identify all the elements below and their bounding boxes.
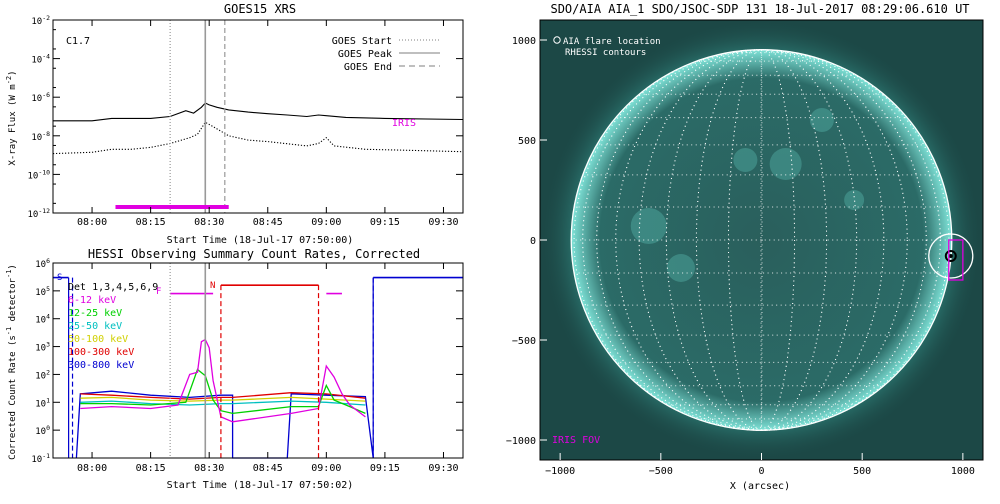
hessi-ytick-label: 104: [35, 313, 50, 326]
hessi-ytick-label: 100: [35, 424, 50, 437]
aia-rhessi-contour: [944, 250, 957, 262]
hessi-flag-label: F: [156, 287, 161, 297]
hessi-series-25-50-keV: [80, 400, 366, 406]
aia-bright-region: [630, 208, 667, 244]
goes-ytick-label: 10-6: [31, 91, 50, 104]
aia-bright-region: [733, 148, 758, 172]
hessi-xtick-label: 08:00: [77, 463, 107, 474]
goes-class-label: C1.7: [66, 36, 90, 47]
aia-grid-longitude: [727, 49, 796, 431]
aia-xtick-label: 0: [758, 466, 764, 477]
hessi-xtick-label: 08:15: [136, 463, 166, 474]
goes-panel: GOES15 XRS 08:00 08:15 08:30 08:45 09:00 09:1…: [5, 2, 464, 246]
hessi-ytick-label: 103: [35, 341, 50, 354]
hessi-ytick-label: 101: [35, 396, 50, 409]
goes-ytick-label: 10-10: [27, 168, 50, 181]
aia-grid-longitude: [615, 49, 908, 431]
goes-legend-label: GOES End: [344, 62, 392, 73]
hessi-flag-label: N: [210, 281, 215, 291]
aia-grid-longitude: [695, 49, 828, 431]
aia-plot-area: −1000 −500 0 500 1000 1000 500 0 −500 −1000: [506, 19, 984, 477]
aia-bright-region: [666, 254, 695, 282]
aia-ytick-label: −500: [512, 336, 536, 347]
aia-iris-fov-box: [948, 239, 964, 281]
goes-ytick-label: 10-8: [31, 130, 50, 143]
hessi-legend: 6-12 keV 12-25 keV 25-50 keV 50-100 keV 100-…: [57, 273, 215, 371]
goes-xtick-label: 08:00: [77, 217, 107, 228]
goes-legend: GOES Start GOES Peak GOES End: [332, 36, 440, 73]
hessi-ytick-label: 10-1: [31, 452, 50, 465]
goes-xtick-label: 08:45: [253, 217, 283, 228]
goes-xtick-label: 08:15: [136, 217, 166, 228]
goes-xtick-label: 09:15: [370, 217, 400, 228]
aia-xtick-label: 1000: [951, 466, 975, 477]
hessi-ytick-label: 106: [35, 257, 50, 270]
goes-xtick-label: 08:30: [194, 217, 224, 228]
aia-rhessi-contour-core: [948, 254, 953, 258]
goes-frame: [52, 19, 464, 214]
goes-ytick-label: 10-4: [31, 53, 50, 66]
hessi-series-300-800-keV: [75, 390, 374, 459]
hessi-panel: HESSI Observing Summary Count Rates, Cor…: [5, 247, 464, 491]
hessi-xtick-label: 08:45: [253, 463, 283, 474]
goes-ytick-label: 10-2: [31, 14, 50, 27]
hessi-legend-item: 300-800 keV: [68, 360, 134, 371]
aia-xlabel: X (arcsec): [730, 481, 790, 492]
goes-legend-label: GOES Start: [332, 36, 392, 47]
aia-bright-region: [769, 148, 802, 180]
hessi-series-12-25-keV: [80, 368, 366, 415]
hessi-ytick-label: 105: [35, 285, 50, 298]
goes-ytick-label: 10-12: [27, 207, 50, 220]
aia-flare-circle: [928, 233, 974, 279]
hessi-flag-label: S: [57, 273, 62, 283]
hessi-legend-item: 12-25 keV: [68, 308, 122, 319]
goes-ylabel: X-ray Flux (W m-2): [5, 70, 18, 165]
hessi-plot-area: 08:00 08:15 08:30 08:45 09:00 09:15 09:30 106 10…: [31, 257, 464, 474]
aia-panel: SDO/AIA AIA_1 SDO/JSOC-SDP 131 18-Jul-20…: [506, 2, 984, 492]
hessi-frame: [52, 262, 464, 459]
hessi-series-6-12-keV: [80, 338, 366, 423]
hessi-xtick-label: 09:30: [428, 463, 458, 474]
hessi-legend-item: 6-12 keV: [68, 295, 116, 306]
aia-title: SDO/AIA AIA_1 SDO/JSOC-SDP 131 18-Jul-20…: [550, 2, 969, 16]
aia-xtick-label: −1000: [545, 466, 575, 477]
hessi-xlabel: Start Time (18-Jul-17 07:50:02): [167, 480, 354, 491]
goes-xtick-label: 09:00: [311, 217, 341, 228]
hessi-legend-item: 100-300 keV: [68, 347, 134, 358]
aia-legend-item: AIA flare location: [563, 37, 661, 47]
hessi-xtick-label: 08:30: [194, 463, 224, 474]
goes-title: GOES15 XRS: [224, 2, 296, 16]
hessi-detectors: Det 1,3,4,5,6,9: [68, 282, 158, 293]
aia-ytick-label: 1000: [512, 36, 536, 47]
goes-xtick-label: 09:30: [428, 217, 458, 228]
aia-xtick-label: −500: [649, 466, 673, 477]
aia-xtick-label: 500: [853, 466, 871, 477]
aia-grid-longitude: [760, 49, 763, 431]
goes-flux-short: [52, 121, 464, 155]
aia-legend-marker: [553, 36, 561, 44]
hessi-title: HESSI Observing Summary Count Rates, Cor…: [88, 247, 420, 261]
goes-plot-area: 08:00 08:15 08:30 08:45 09:00 09:15 09:30 10-2 1…: [27, 14, 464, 228]
goes-flux-long: [53, 102, 464, 122]
aia-ytick-label: 0: [530, 236, 536, 247]
hessi-ylabel: Corrected Count Rate (s-1 detector-1): [5, 264, 18, 460]
aia-legend-item: RHESSI contours: [565, 48, 646, 58]
aia-image: [540, 20, 983, 460]
hessi-xtick-label: 09:15: [370, 463, 400, 474]
goes-legend-label: GOES Peak: [338, 49, 392, 60]
aia-ytick-label: −1000: [506, 436, 536, 447]
hessi-xtick-label: 09:00: [311, 463, 341, 474]
hessi-legend-item: 25-50 keV: [68, 321, 122, 332]
aia-ytick-label: 500: [518, 136, 536, 147]
hessi-legend-item: 50-100 keV: [68, 334, 128, 345]
aia-bright-region: [844, 190, 865, 210]
aia-iris-fov-label: IRIS FOV: [552, 435, 600, 446]
goes-xlabel: Start Time (18-Jul-17 07:50:00): [167, 235, 354, 246]
aia-bright-region: [809, 108, 834, 132]
goes-iris-label: IRIS: [392, 118, 416, 129]
hessi-ytick-label: 102: [35, 368, 50, 381]
